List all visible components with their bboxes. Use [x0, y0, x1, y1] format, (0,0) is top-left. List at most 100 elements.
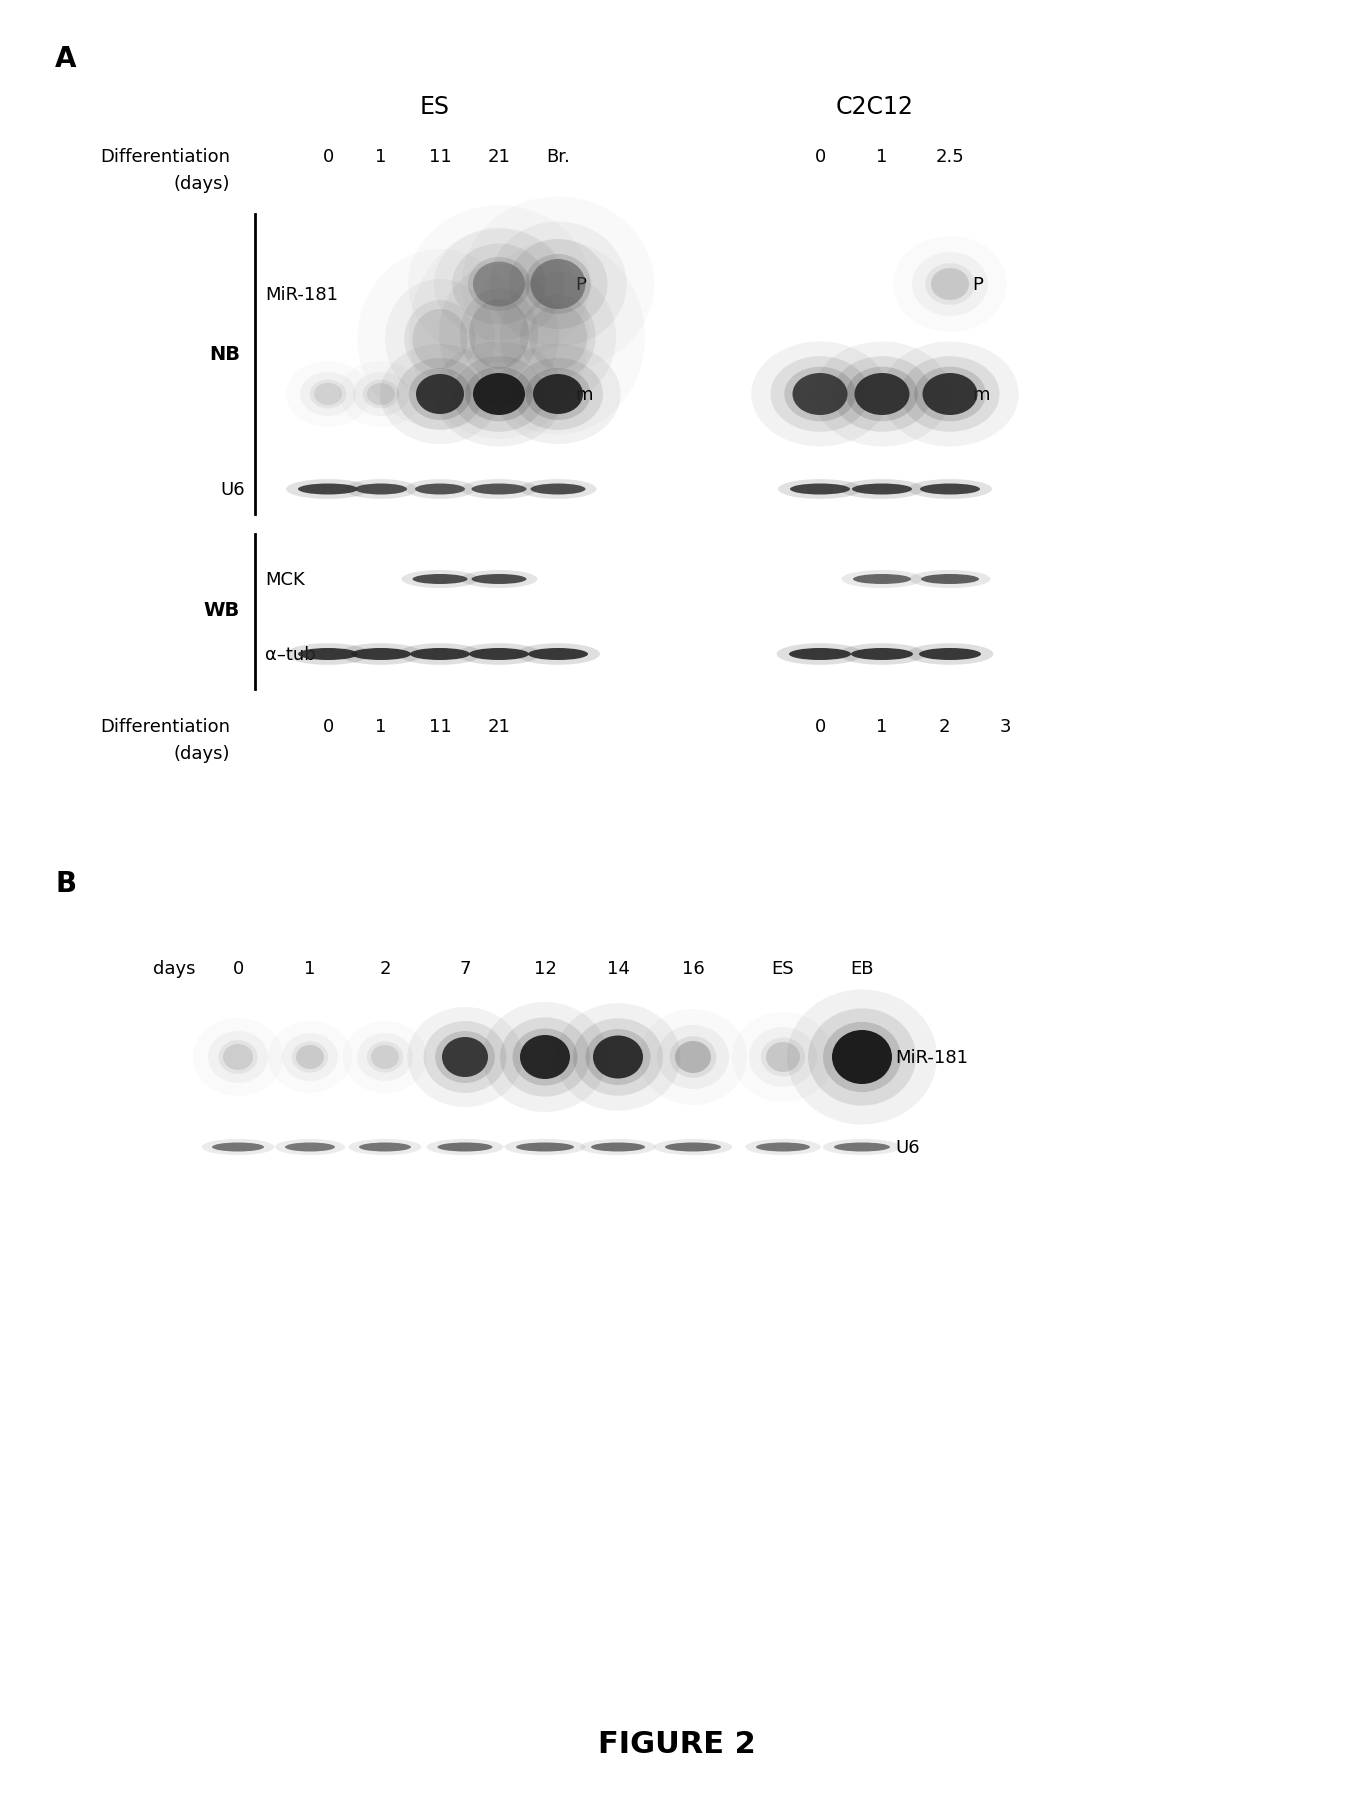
Ellipse shape	[351, 648, 412, 661]
Ellipse shape	[529, 305, 588, 370]
Ellipse shape	[919, 648, 982, 661]
Text: 21: 21	[487, 148, 510, 166]
Ellipse shape	[814, 343, 951, 448]
Ellipse shape	[531, 260, 585, 310]
Ellipse shape	[380, 345, 500, 444]
Text: B: B	[56, 870, 76, 897]
Ellipse shape	[367, 384, 395, 406]
Ellipse shape	[779, 480, 862, 500]
Ellipse shape	[398, 644, 482, 666]
Ellipse shape	[922, 374, 978, 415]
Ellipse shape	[914, 368, 986, 422]
Ellipse shape	[439, 265, 559, 404]
Ellipse shape	[823, 1022, 900, 1092]
Ellipse shape	[913, 253, 988, 318]
Ellipse shape	[473, 374, 525, 415]
Text: ES: ES	[420, 96, 450, 119]
Text: U6: U6	[895, 1139, 919, 1157]
Ellipse shape	[355, 484, 408, 495]
Ellipse shape	[357, 1034, 413, 1081]
Ellipse shape	[275, 1139, 345, 1155]
Text: 11: 11	[429, 718, 451, 736]
Text: (days): (days)	[173, 745, 230, 762]
Ellipse shape	[452, 244, 546, 325]
Ellipse shape	[286, 644, 370, 666]
Ellipse shape	[789, 484, 850, 495]
Ellipse shape	[513, 1029, 578, 1087]
Ellipse shape	[784, 368, 856, 422]
Ellipse shape	[298, 648, 357, 661]
Ellipse shape	[473, 262, 525, 307]
Ellipse shape	[839, 480, 923, 500]
Ellipse shape	[854, 374, 910, 415]
Ellipse shape	[531, 484, 585, 495]
Text: 1: 1	[876, 718, 888, 736]
Ellipse shape	[292, 1041, 328, 1072]
Text: 0: 0	[814, 148, 826, 166]
Text: MCK: MCK	[265, 570, 305, 588]
Ellipse shape	[471, 574, 527, 585]
Text: WB: WB	[203, 601, 240, 619]
Ellipse shape	[823, 1139, 902, 1155]
Ellipse shape	[496, 345, 620, 444]
Ellipse shape	[593, 1036, 643, 1079]
Ellipse shape	[533, 375, 584, 415]
Ellipse shape	[838, 644, 925, 666]
Text: Differentiation: Differentiation	[100, 718, 230, 736]
Text: EB: EB	[850, 960, 873, 978]
Text: Br.: Br.	[546, 148, 570, 166]
Ellipse shape	[413, 310, 467, 370]
Text: (days): (days)	[173, 175, 230, 193]
Ellipse shape	[468, 648, 529, 661]
Ellipse shape	[761, 1038, 806, 1078]
Text: MiR-181: MiR-181	[265, 285, 338, 303]
Ellipse shape	[458, 644, 542, 666]
Ellipse shape	[834, 1143, 890, 1152]
Ellipse shape	[424, 1022, 506, 1094]
Ellipse shape	[789, 648, 852, 661]
Ellipse shape	[525, 255, 590, 314]
Ellipse shape	[471, 484, 527, 495]
Ellipse shape	[513, 359, 603, 431]
Ellipse shape	[919, 484, 980, 495]
Ellipse shape	[348, 1139, 421, 1155]
Ellipse shape	[846, 368, 918, 422]
Ellipse shape	[585, 1029, 650, 1085]
Ellipse shape	[460, 480, 538, 500]
Text: 1: 1	[375, 148, 387, 166]
Ellipse shape	[408, 1007, 523, 1108]
Text: 0: 0	[814, 718, 826, 736]
Ellipse shape	[489, 222, 627, 347]
Ellipse shape	[397, 359, 483, 431]
Text: MiR-181: MiR-181	[895, 1049, 968, 1067]
Text: NB: NB	[209, 345, 240, 365]
Ellipse shape	[900, 357, 999, 433]
Ellipse shape	[657, 1025, 728, 1090]
Ellipse shape	[881, 343, 1018, 448]
Text: 16: 16	[681, 960, 704, 978]
Ellipse shape	[808, 1009, 917, 1106]
Ellipse shape	[525, 368, 590, 421]
Text: 0: 0	[233, 960, 244, 978]
Ellipse shape	[413, 574, 467, 585]
Ellipse shape	[467, 258, 531, 312]
Ellipse shape	[353, 374, 409, 417]
Ellipse shape	[833, 357, 932, 433]
Ellipse shape	[831, 1031, 892, 1085]
Ellipse shape	[665, 1143, 720, 1152]
Ellipse shape	[218, 1040, 257, 1074]
Ellipse shape	[202, 1139, 275, 1155]
Text: α–tub: α–tub	[265, 646, 315, 664]
Ellipse shape	[852, 484, 913, 495]
Ellipse shape	[468, 300, 529, 370]
Ellipse shape	[921, 574, 979, 585]
Ellipse shape	[745, 1139, 821, 1155]
Text: days: days	[153, 960, 195, 978]
Ellipse shape	[505, 1139, 585, 1155]
Ellipse shape	[500, 273, 616, 403]
Ellipse shape	[500, 1018, 590, 1097]
Ellipse shape	[213, 1143, 264, 1152]
Ellipse shape	[932, 269, 969, 301]
Text: A: A	[56, 45, 76, 72]
Ellipse shape	[482, 1002, 608, 1112]
